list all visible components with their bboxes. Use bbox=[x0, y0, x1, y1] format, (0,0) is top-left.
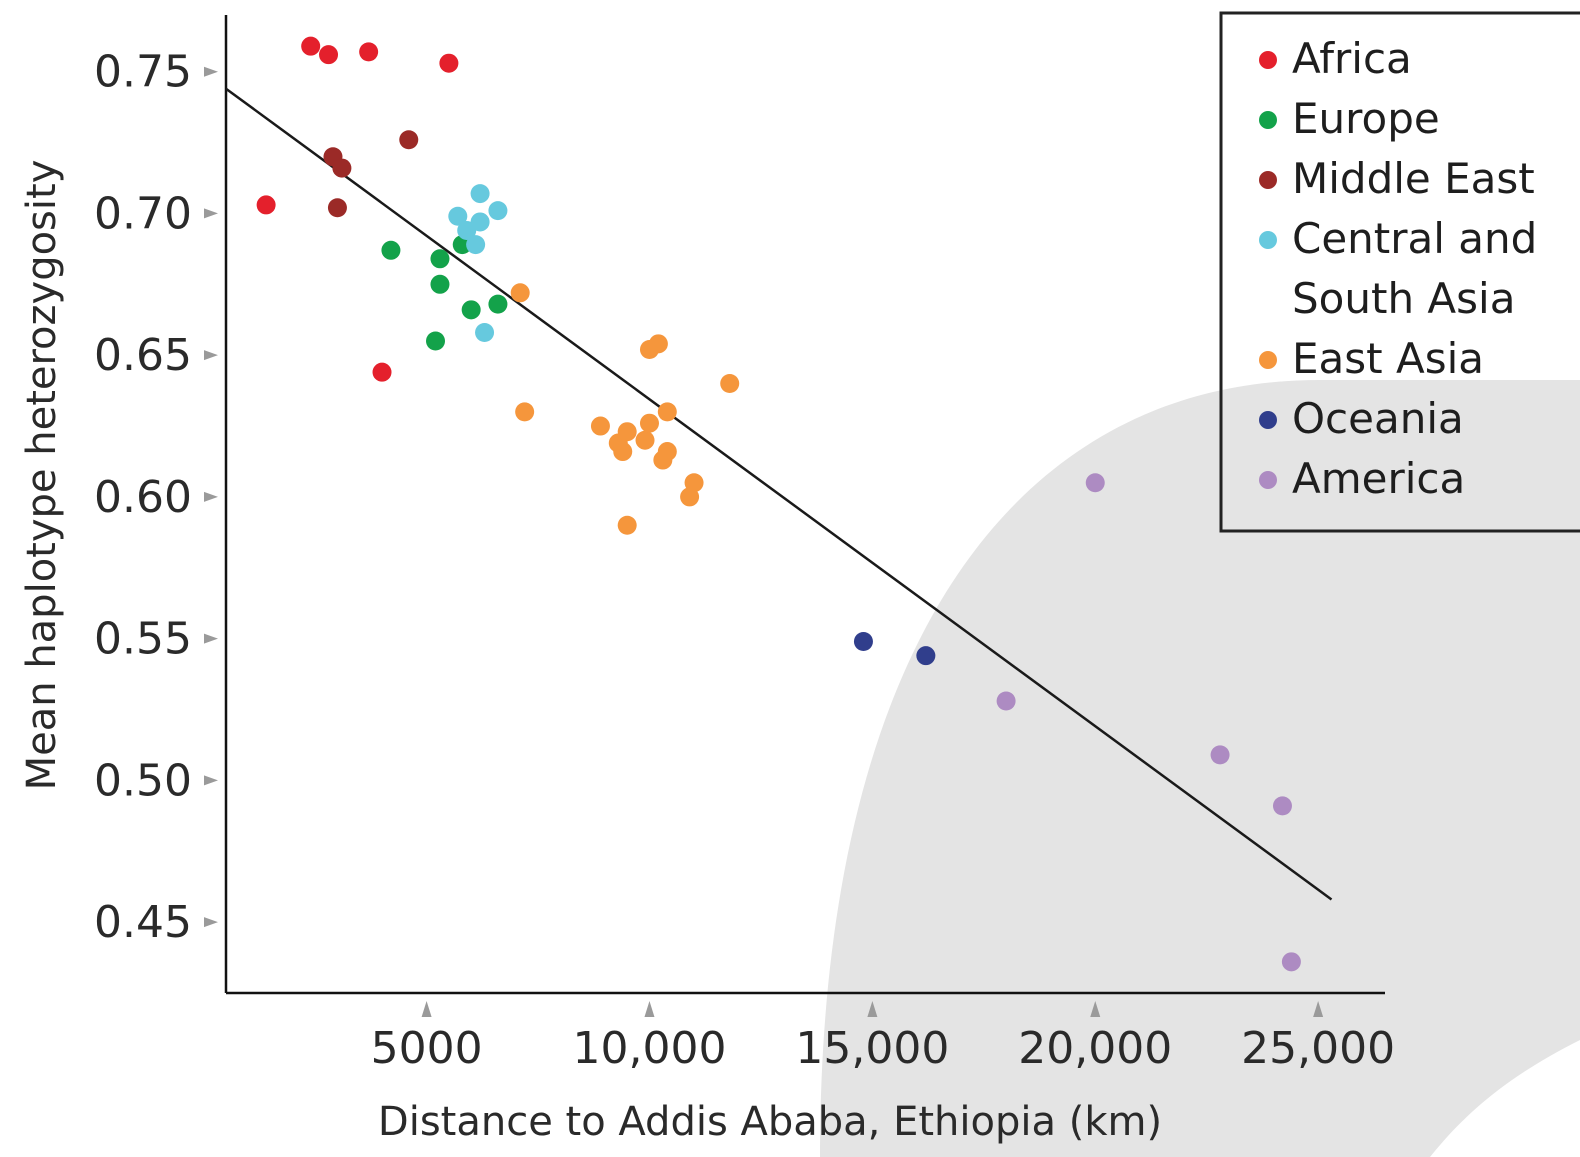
y-axis-title: Mean haplotype heterozygosity bbox=[19, 160, 65, 791]
x-tick-mark bbox=[644, 1001, 655, 1017]
data-point-east-asia bbox=[684, 473, 704, 493]
data-point-oceania bbox=[853, 631, 873, 651]
y-tick-label: 0.70 bbox=[94, 188, 192, 239]
data-point-africa bbox=[256, 195, 276, 215]
data-point-east-asia bbox=[617, 422, 637, 442]
data-point-europe bbox=[430, 274, 450, 294]
data-points bbox=[256, 36, 1301, 972]
data-point-central-and-south-asia bbox=[488, 201, 508, 221]
x-tick-label: 5000 bbox=[371, 1023, 483, 1074]
legend-label-central-and-south-asia: Central and South Asia bbox=[1292, 214, 1537, 323]
data-point-east-asia bbox=[657, 402, 677, 422]
x-tick-mark bbox=[1090, 1001, 1101, 1017]
y-tick-label: 0.60 bbox=[94, 472, 192, 523]
data-point-europe bbox=[488, 294, 508, 314]
data-point-east-asia bbox=[657, 442, 677, 462]
data-point-east-asia bbox=[510, 283, 530, 303]
data-point-oceania bbox=[916, 646, 936, 666]
data-point-east-asia bbox=[617, 515, 637, 535]
legend-box bbox=[1219, 11, 1580, 533]
data-point-america bbox=[1281, 952, 1301, 972]
data-point-east-asia bbox=[515, 402, 535, 422]
legend: Africa Europe Middle East Central and South … bbox=[1219, 11, 1580, 533]
y-tick-mark bbox=[204, 491, 218, 502]
data-point-east-asia bbox=[635, 430, 655, 450]
trendline-group bbox=[225, 87, 1333, 901]
legend-label-east-asia: East Asia bbox=[1292, 334, 1484, 383]
data-point-europe bbox=[461, 300, 481, 320]
y-tick-label: 0.75 bbox=[94, 47, 192, 98]
x-tick-mark bbox=[1313, 1001, 1324, 1017]
legend-marker-africa bbox=[1259, 51, 1277, 69]
legend-marker-america bbox=[1259, 471, 1277, 489]
data-point-middle-east bbox=[399, 130, 419, 150]
data-point-east-asia bbox=[590, 416, 610, 436]
legend-label-oceania: Oceania bbox=[1292, 394, 1464, 443]
x-tick-label: 15,000 bbox=[795, 1023, 949, 1074]
legend-marker-europe bbox=[1259, 111, 1277, 129]
x-tick-mark bbox=[867, 1001, 878, 1017]
data-point-america bbox=[1210, 745, 1230, 765]
data-point-east-asia bbox=[648, 334, 668, 354]
data-point-middle-east bbox=[327, 198, 347, 218]
legend-marker-east-asia bbox=[1259, 351, 1277, 369]
legend-label-africa: Africa bbox=[1292, 34, 1412, 83]
y-tick-mark bbox=[204, 775, 218, 786]
y-tick-label: 0.65 bbox=[94, 330, 192, 381]
y-tick-mark bbox=[204, 633, 218, 644]
y-tick-label: 0.55 bbox=[94, 614, 192, 665]
data-point-america bbox=[996, 691, 1016, 711]
x-axis-title: Distance to Addis Ababa, Ethiopia (km) bbox=[378, 1099, 1162, 1145]
axes: 0.75 0.70 0.65 0.60 0.55 0.50 0.45 5000 10,000 15… bbox=[94, 15, 1395, 1074]
legend-label-america: America bbox=[1292, 454, 1465, 503]
regression-line bbox=[225, 87, 1333, 901]
data-point-africa bbox=[301, 36, 321, 56]
data-point-east-asia bbox=[613, 442, 633, 462]
data-point-central-and-south-asia bbox=[466, 235, 486, 255]
data-point-europe bbox=[430, 249, 450, 269]
y-tick-mark bbox=[204, 350, 218, 361]
data-point-america bbox=[1085, 473, 1105, 493]
data-point-east-asia bbox=[720, 374, 740, 394]
legend-marker-middle-east bbox=[1259, 171, 1277, 189]
data-point-africa bbox=[439, 53, 459, 73]
data-point-central-and-south-asia bbox=[475, 322, 495, 342]
data-point-africa bbox=[319, 45, 339, 65]
data-point-africa bbox=[372, 362, 392, 382]
data-point-middle-east bbox=[332, 158, 352, 178]
legend-label-europe: Europe bbox=[1292, 94, 1440, 143]
y-tick-mark bbox=[204, 208, 218, 219]
data-point-europe bbox=[381, 240, 401, 260]
data-point-central-and-south-asia bbox=[470, 184, 490, 204]
data-point-central-and-south-asia bbox=[448, 206, 468, 226]
legend-marker-central-and-south-asia bbox=[1259, 231, 1277, 249]
data-point-europe bbox=[426, 331, 446, 351]
x-tick-label: 20,000 bbox=[1018, 1023, 1172, 1074]
y-tick-mark bbox=[204, 917, 218, 928]
data-point-east-asia bbox=[639, 413, 659, 433]
x-tick-label: 10,000 bbox=[572, 1023, 726, 1074]
background-swoosh bbox=[820, 380, 1580, 1157]
data-point-america bbox=[1272, 796, 1292, 816]
y-tick-label: 0.50 bbox=[94, 755, 192, 806]
x-tick-mark bbox=[421, 1001, 432, 1017]
y-tick-label: 0.45 bbox=[94, 897, 192, 948]
x-tick-label: 25,000 bbox=[1241, 1023, 1395, 1074]
data-point-africa bbox=[359, 42, 379, 62]
legend-marker-oceania bbox=[1259, 411, 1277, 429]
data-point-central-and-south-asia bbox=[470, 212, 490, 232]
y-tick-mark bbox=[204, 66, 218, 77]
legend-label-middle-east: Middle East bbox=[1292, 154, 1535, 203]
